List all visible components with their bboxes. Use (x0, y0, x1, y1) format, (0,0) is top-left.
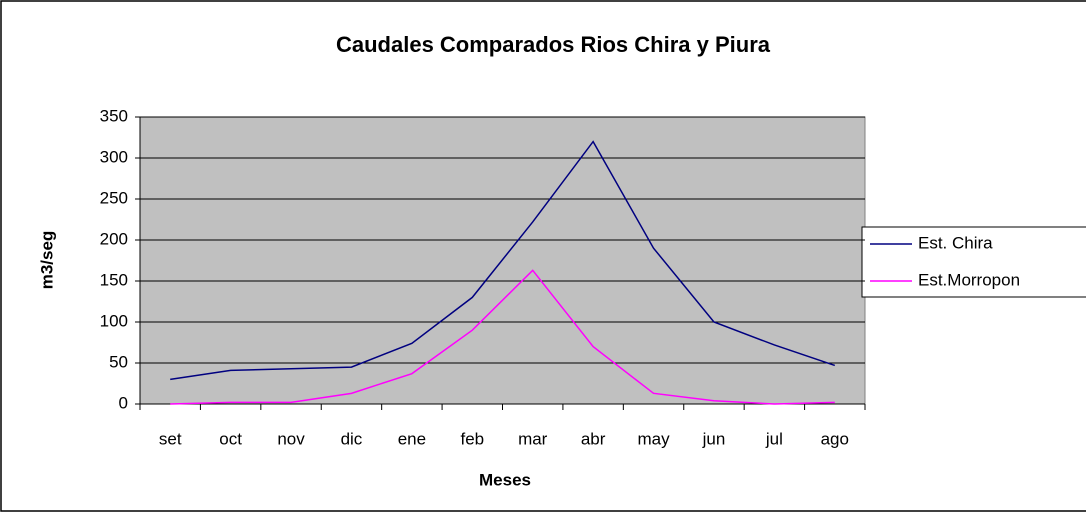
legend (861, 226, 1086, 298)
x-tick-label: jun (702, 429, 726, 448)
x-tick-label: set (159, 429, 182, 448)
x-tick-label: jul (765, 429, 783, 448)
y-tick-label: 0 (119, 393, 128, 412)
x-tick-label: mar (518, 429, 548, 448)
x-tick-label: feb (460, 429, 484, 448)
x-tick-label: may (637, 429, 670, 448)
legend-label: Est. Chira (918, 233, 993, 252)
x-tick-label: oct (219, 429, 242, 448)
x-tick-label: abr (581, 429, 606, 448)
chart-title: Caudales Comparados Rios Chira y Piura (336, 32, 771, 57)
y-tick-label: 100 (100, 311, 128, 330)
x-tick-label: dic (341, 429, 363, 448)
x-axis-label: Meses (479, 470, 531, 489)
x-tick-label: ene (398, 429, 426, 448)
y-tick-label: 150 (100, 270, 128, 289)
x-tick-label: nov (277, 429, 305, 448)
y-tick-label: 250 (100, 188, 128, 207)
y-tick-label: 300 (100, 147, 128, 166)
y-tick-label: 50 (109, 352, 128, 371)
x-tick-label: ago (821, 429, 849, 448)
series-line (170, 269, 835, 405)
y-tick-label: 200 (100, 229, 128, 248)
legend-label: Est.Morropon (918, 270, 1020, 289)
y-tick-label: 350 (100, 106, 128, 125)
series-line (170, 140, 836, 381)
y-axis-label: m3/seg (37, 231, 56, 290)
